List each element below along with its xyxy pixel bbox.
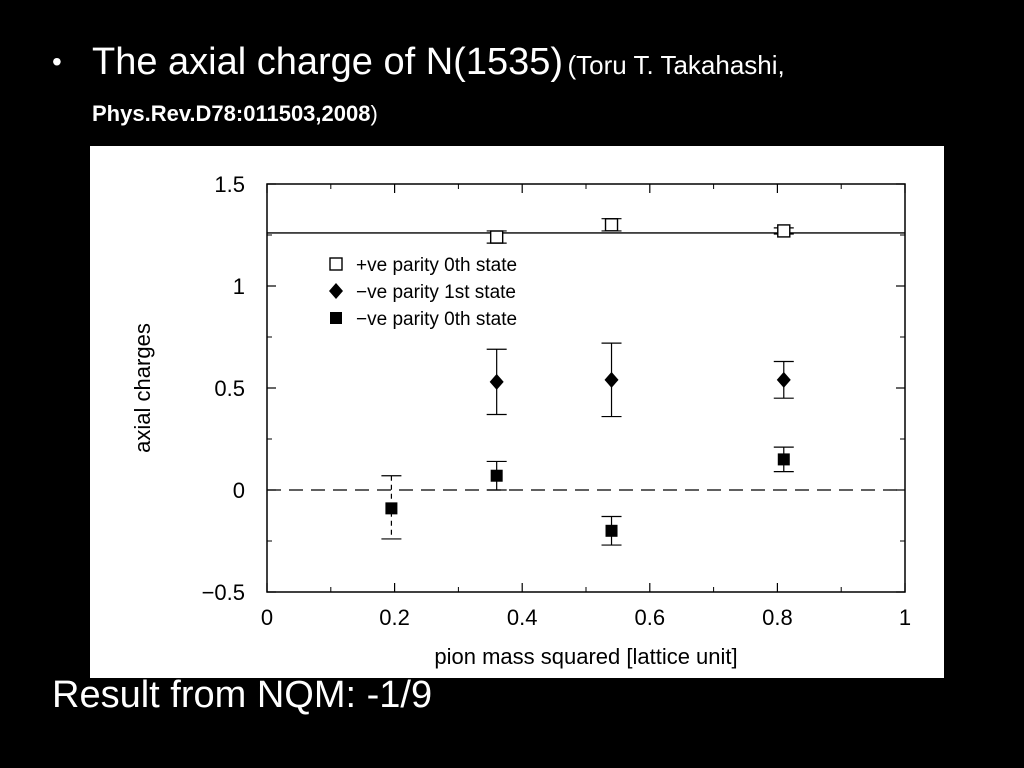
y-tick-label: 0.5 [214, 376, 245, 401]
open-square-point [329, 257, 343, 271]
filled-diamond-point [329, 283, 343, 299]
open-square-point [777, 224, 791, 238]
x-axis-label: pion mass squared [lattice unit] [434, 644, 737, 669]
axial-charge-chart: 0 0.2 0.4 0.6 0.8 1 −0.5 0 0.5 1 1.5 +ve parity 0t… [130, 172, 911, 669]
slide-title: The axial charge of N(1535) [92, 41, 564, 83]
bullet-marker: • [52, 46, 62, 77]
open-square-point [604, 218, 619, 232]
y-tick-label: −0.5 [202, 580, 245, 605]
chart-panel: 0 0.2 0.4 0.6 0.8 1 −0.5 0 0.5 1 1.5 +ve parity 0t… [90, 146, 944, 678]
open-square-point [489, 230, 504, 244]
citation-author: (Toru T. Takahashi, [567, 50, 785, 80]
y-tick-label: 1.5 [214, 172, 245, 197]
legend-entry: −ve parity 1st state [356, 282, 516, 303]
legend-entry: −ve parity 0th state [356, 309, 517, 330]
result-note: Result from NQM: -1/9 [52, 674, 433, 716]
x-tick-label: 0.4 [507, 605, 538, 630]
y-tick-label: 1 [233, 274, 245, 299]
filled-diamond-point [776, 371, 791, 388]
filled-square-point [330, 312, 342, 324]
citation-journal: Phys.Rev.D78:011503,2008 [92, 101, 371, 126]
filled-square-point [777, 453, 790, 466]
y-axis-label: axial charges [130, 323, 155, 453]
y-tick-label: 0 [233, 478, 245, 503]
filled-diamond-point [604, 371, 619, 388]
filled-square-point [490, 469, 503, 482]
x-tick-label: 1 [899, 605, 911, 630]
x-tick-label: 0.6 [635, 605, 666, 630]
x-tick-label: 0.2 [379, 605, 410, 630]
x-tick-label: 0.8 [762, 605, 793, 630]
plot-frame [266, 183, 906, 593]
filled-diamond-point [489, 373, 504, 390]
filled-square-point [605, 524, 618, 537]
x-tick-label: 0 [261, 605, 273, 630]
legend-entry: +ve parity 0th state [356, 255, 517, 276]
filled-square-point [385, 502, 398, 515]
slide-title-block: The axial charge of N(1535) (Toru T. Tak… [92, 40, 992, 139]
citation-close: ) [370, 101, 378, 126]
